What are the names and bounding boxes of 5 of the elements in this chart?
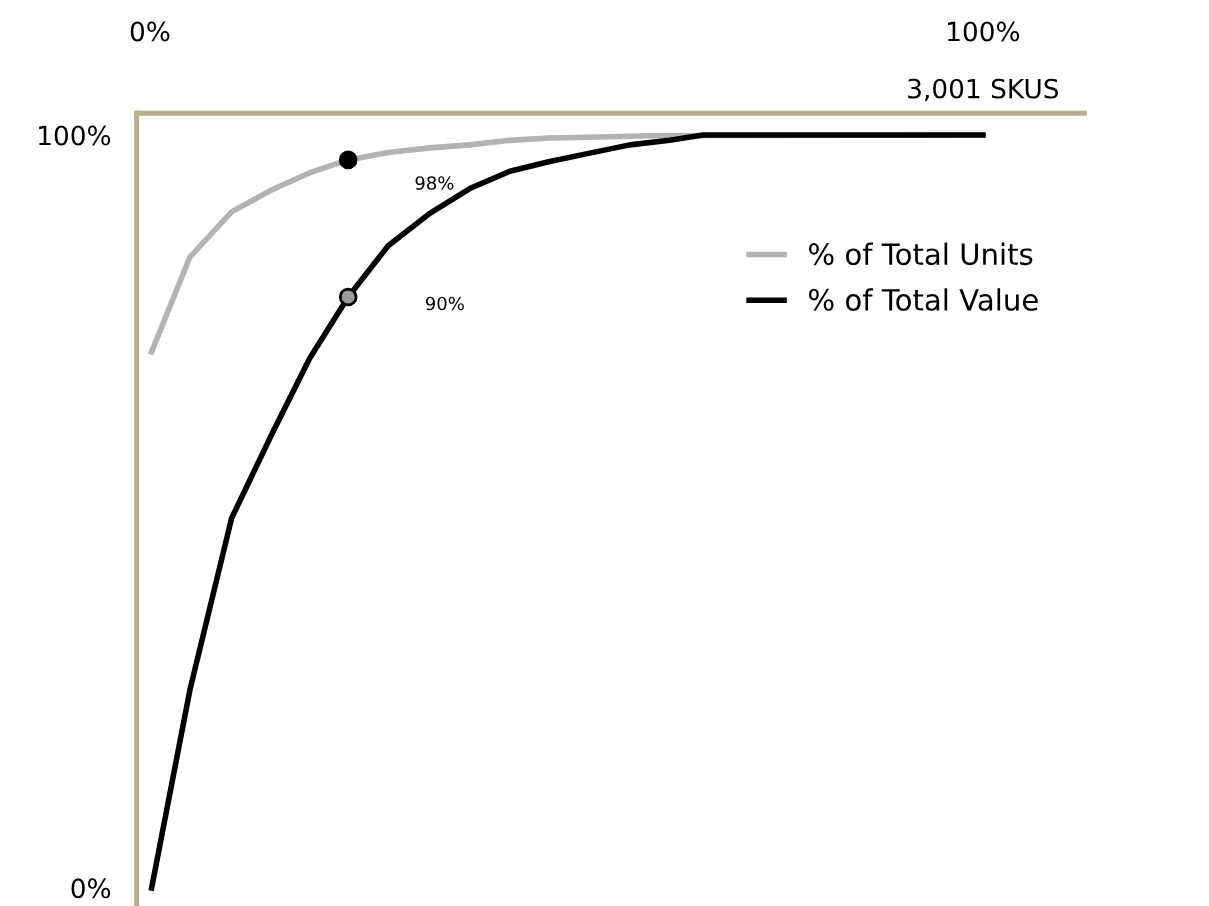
- annotation: 90%: [425, 296, 464, 311]
- legend-label: % of Total Units: [809, 242, 1033, 266]
- legend-label: % of Total Value: [809, 288, 1038, 311]
- annotation: 98%: [415, 176, 454, 190]
- x-axis-title: 3,001 SKUS: [908, 78, 1059, 102]
